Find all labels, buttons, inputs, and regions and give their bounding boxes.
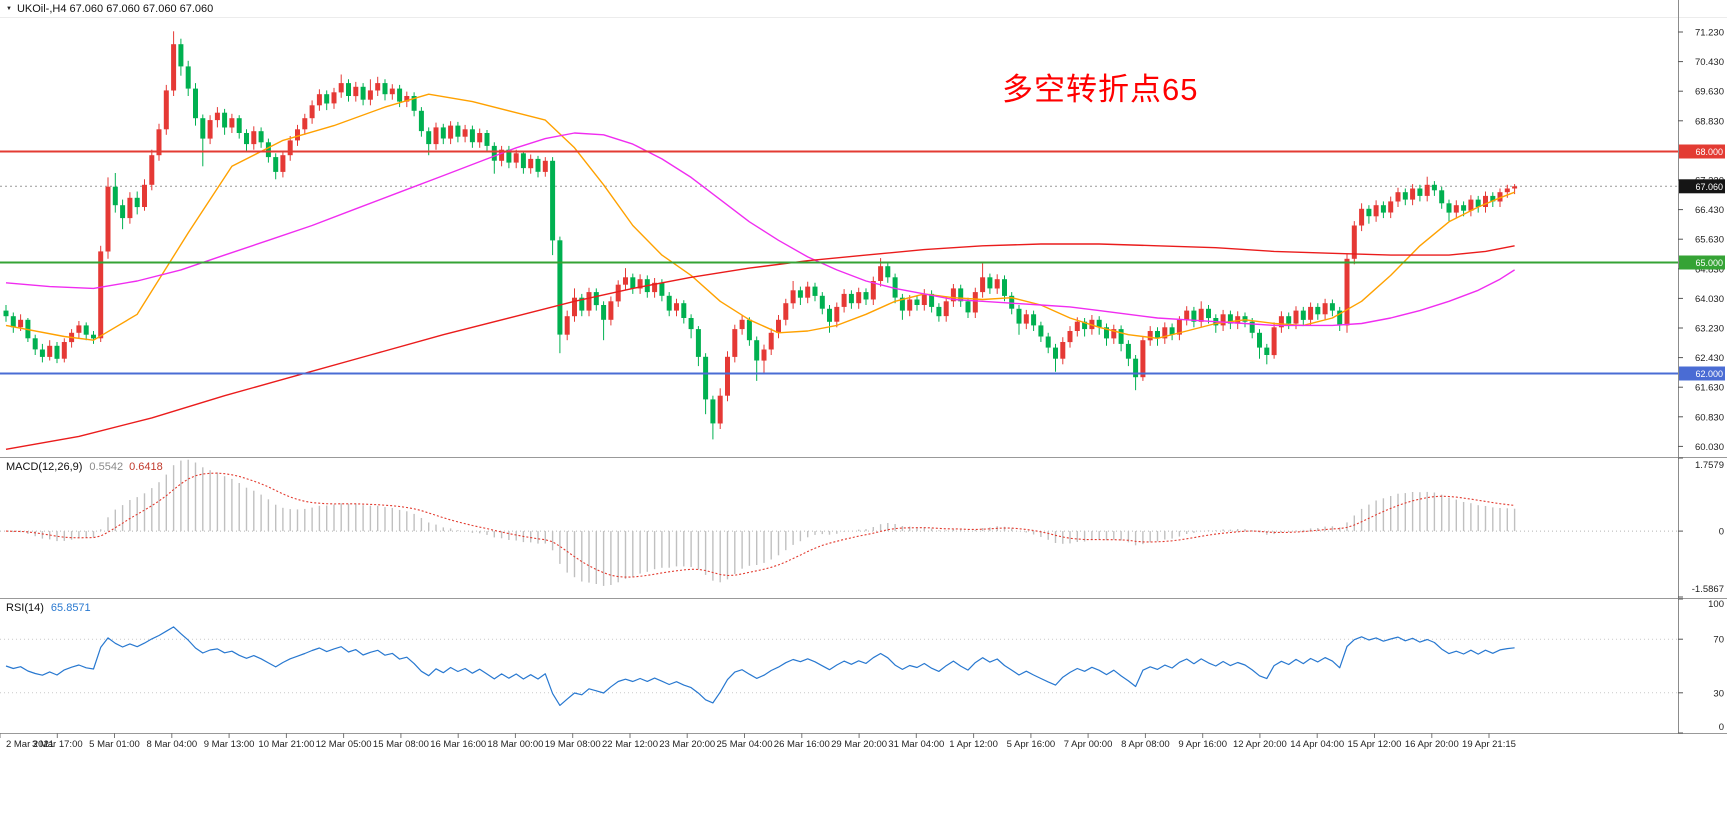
macd-signal-line [5, 472, 1515, 578]
svg-text:16 Mar 16:00: 16 Mar 16:00 [430, 739, 486, 750]
svg-text:65.630: 65.630 [1695, 235, 1724, 246]
svg-text:15 Mar 08:00: 15 Mar 08:00 [373, 739, 429, 750]
svg-text:2 Mar 2021: 2 Mar 2021 [6, 739, 54, 750]
svg-text:0: 0 [1719, 722, 1724, 733]
svg-text:9 Apr 16:00: 9 Apr 16:00 [1178, 739, 1227, 750]
svg-text:0: 0 [1719, 527, 1724, 538]
svg-text:66.430: 66.430 [1695, 205, 1724, 216]
svg-text:70: 70 [1713, 635, 1724, 646]
svg-text:-1.5867: -1.5867 [1692, 584, 1724, 595]
svg-text:18 Mar 00:00: 18 Mar 00:00 [487, 739, 543, 750]
svg-text:68.830: 68.830 [1695, 116, 1724, 127]
rsi-line [5, 626, 1515, 707]
svg-text:5 Mar 01:00: 5 Mar 01:00 [89, 739, 140, 750]
macd-signal-value: 0.6418 [129, 461, 163, 473]
svg-text:64.030: 64.030 [1695, 294, 1724, 305]
svg-text:60.030: 60.030 [1695, 442, 1724, 453]
ma-slow-red [5, 243, 1515, 450]
svg-text:64.830: 64.830 [1695, 264, 1724, 275]
svg-text:100: 100 [1708, 599, 1724, 610]
svg-text:5 Apr 16:00: 5 Apr 16:00 [1007, 739, 1056, 750]
annotation-text[interactable]: 多空转折点65 [1002, 72, 1199, 107]
svg-text:65.000: 65.000 [1695, 258, 1723, 268]
svg-text:9 Mar 13:00: 9 Mar 13:00 [204, 739, 255, 750]
svg-text:62.000: 62.000 [1695, 369, 1723, 379]
svg-text:30: 30 [1713, 688, 1724, 699]
svg-text:69.630: 69.630 [1695, 87, 1724, 98]
svg-text:67.060: 67.060 [1695, 182, 1723, 192]
svg-text:31 Mar 04:00: 31 Mar 04:00 [888, 739, 944, 750]
svg-text:10 Mar 21:00: 10 Mar 21:00 [258, 739, 314, 750]
svg-text:22 Mar 12:00: 22 Mar 12:00 [602, 739, 658, 750]
ma-mid-magenta [5, 132, 1515, 327]
svg-text:71.230: 71.230 [1695, 28, 1724, 39]
price-level-badge: 65.000 [1679, 255, 1725, 270]
svg-text:68.000: 68.000 [1695, 147, 1723, 157]
svg-text:1.7579: 1.7579 [1695, 460, 1724, 471]
svg-text:16 Apr 20:00: 16 Apr 20:00 [1405, 739, 1459, 750]
svg-text:19 Mar 08:00: 19 Mar 08:00 [545, 739, 601, 750]
rsi-name: RSI(14) [6, 602, 44, 614]
macd-indicator-label: MACD(12,26,9) 0.5542 0.6418 [6, 461, 163, 473]
svg-text:60.830: 60.830 [1695, 412, 1724, 423]
ma-fast-orange [5, 93, 1515, 341]
svg-text:1 Apr 12:00: 1 Apr 12:00 [949, 739, 998, 750]
rsi-value: 65.8571 [50, 602, 91, 614]
svg-text:62.430: 62.430 [1695, 353, 1724, 364]
chart-header: ▼ UKOil-,H4 67.060 67.060 67.060 67.060 [6, 3, 213, 15]
svg-text:19 Apr 21:15: 19 Apr 21:15 [1462, 739, 1516, 750]
svg-text:63.230: 63.230 [1695, 324, 1724, 335]
svg-text:8 Mar 04:00: 8 Mar 04:00 [146, 739, 197, 750]
svg-text:7 Apr 00:00: 7 Apr 00:00 [1064, 739, 1113, 750]
svg-text:14 Apr 04:00: 14 Apr 04:00 [1290, 739, 1344, 750]
chart-shift-marker-icon: ▼ [6, 6, 12, 12]
svg-text:3 Mar 17:00: 3 Mar 17:00 [32, 739, 83, 750]
macd-main-value: 0.5542 [89, 461, 124, 473]
svg-text:70.430: 70.430 [1695, 57, 1724, 68]
current-price-badge: 67.060 [1679, 179, 1725, 194]
rsi-indicator-label: RSI(14) 65.8571 [6, 602, 91, 614]
svg-text:12 Mar 05:00: 12 Mar 05:00 [316, 739, 372, 750]
svg-text:26 Mar 16:00: 26 Mar 16:00 [774, 739, 830, 750]
svg-text:12 Apr 20:00: 12 Apr 20:00 [1233, 739, 1287, 750]
macd-name: MACD(12,26,9) [6, 461, 83, 473]
svg-text:8 Apr 08:00: 8 Apr 08:00 [1121, 739, 1170, 750]
svg-text:25 Mar 04:00: 25 Mar 04:00 [717, 739, 773, 750]
svg-text:15 Apr 12:00: 15 Apr 12:00 [1348, 739, 1402, 750]
price-level-badge: 68.000 [1679, 144, 1725, 159]
symbol-ohlc-text: UKOil-,H4 67.060 67.060 67.060 67.060 [16, 3, 214, 15]
svg-text:61.630: 61.630 [1695, 383, 1724, 394]
svg-text:23 Mar 20:00: 23 Mar 20:00 [659, 739, 715, 750]
svg-text:29 Mar 20:00: 29 Mar 20:00 [831, 739, 887, 750]
hlines-layer[interactable] [0, 150, 1678, 375]
price-level-badge: 62.000 [1679, 366, 1725, 381]
